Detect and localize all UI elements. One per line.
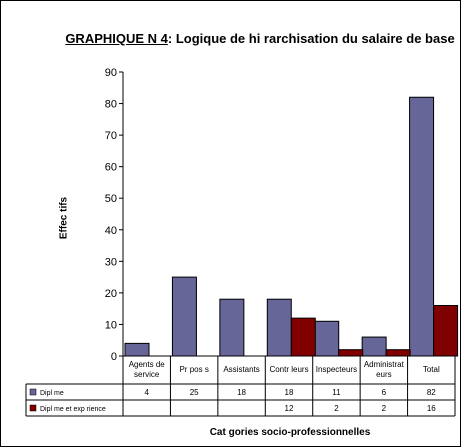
- y-tick-label: 70: [105, 130, 117, 142]
- y-tick-label: 80: [105, 99, 117, 111]
- category-label: Inspecteurs: [316, 365, 357, 374]
- category-label: eurs: [376, 370, 392, 379]
- bar-diplome: [266, 298, 292, 357]
- y-tick-label: 30: [105, 256, 117, 268]
- legend-swatch: [29, 404, 37, 412]
- bar-diplome: [361, 336, 387, 357]
- category-label: Assistants: [223, 365, 259, 374]
- bar-diplome: [171, 276, 197, 357]
- bar-diplome-experience: [385, 349, 411, 357]
- legend-swatch: [29, 388, 37, 396]
- data-label: 25: [190, 388, 199, 397]
- bar-diplome: [219, 298, 245, 357]
- data-label: 6: [382, 388, 387, 397]
- data-label: 82: [427, 388, 436, 397]
- data-label: 2: [334, 404, 339, 413]
- legend-label: Dipl me: [40, 390, 64, 397]
- bar-diplome-experience: [290, 317, 316, 357]
- bar-diplome-experience: [433, 305, 459, 357]
- y-tick-label: 60: [105, 162, 117, 174]
- bar-diplome: [124, 342, 150, 357]
- data-label: 4: [144, 388, 149, 397]
- y-tick-label: 0: [111, 351, 117, 363]
- y-tick-label: 90: [105, 67, 117, 79]
- x-axis-label: Cat gories socio-professionnelles: [209, 427, 371, 438]
- legend-label: Dipl me et exp rience: [40, 406, 106, 413]
- bar-diplome: [314, 320, 340, 357]
- chart-title-lead: GRAPHIQUE N 4: [65, 31, 168, 46]
- category-label: Total: [423, 365, 440, 374]
- category-label: Contr leurs: [269, 365, 308, 374]
- category-label: service: [134, 370, 160, 379]
- y-tick-label: 10: [105, 319, 117, 331]
- y-tick-label: 40: [105, 225, 117, 237]
- data-label: 12: [285, 404, 294, 413]
- data-label: 16: [427, 404, 436, 413]
- bar-diplome-experience: [338, 349, 364, 357]
- y-tick-label: 20: [105, 288, 117, 300]
- y-tick-label: 50: [105, 193, 117, 205]
- data-label: 18: [285, 388, 294, 397]
- bar-diplome: [409, 96, 435, 357]
- category-label: Agents de: [129, 360, 166, 369]
- category-label: Administrat: [364, 360, 405, 369]
- data-label: 2: [382, 404, 387, 413]
- data-label: 11: [332, 388, 341, 397]
- chart-title: GRAPHIQUE N 4: Logique de hi rarchisatio…: [60, 30, 460, 47]
- category-label: Pr pos s: [179, 365, 208, 374]
- chart-title-text: : Logique de hi rarchisation du salaire …: [167, 31, 455, 46]
- data-label: 18: [237, 388, 246, 397]
